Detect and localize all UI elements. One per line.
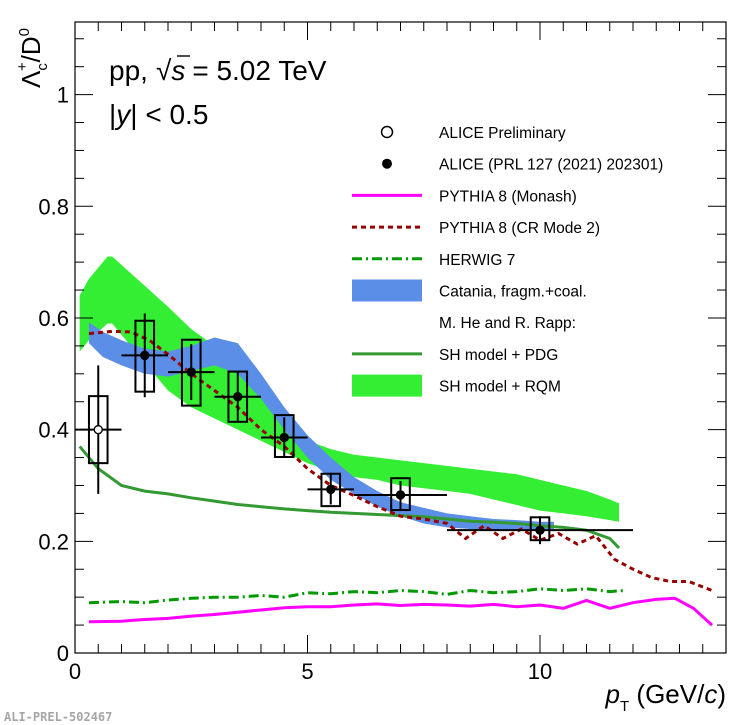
y-tick-label: 0.6 — [38, 306, 69, 331]
legend-rqm: SH model + RQM — [352, 374, 561, 397]
legend-open-marker — [380, 125, 394, 139]
y-tick-label: 0 — [57, 641, 69, 666]
legend-label: PYTHIA 8 (CR Mode 2) — [439, 220, 600, 237]
figure-id-label: ALI-PREL-502467 — [4, 710, 112, 724]
legend-label: SH model + PDG — [439, 347, 558, 364]
herwig-line — [88, 587, 624, 605]
alice-prl-point — [233, 391, 243, 402]
alice-prl-point — [186, 367, 196, 377]
legend-label: HERWIG 7 — [439, 252, 515, 269]
legend-label: M. He and R. Rapp: — [439, 315, 576, 332]
title-line-1: pp, √s = 5.02 TeV — [109, 55, 327, 86]
x-tick-label: 5 — [301, 659, 313, 684]
legend-herwig: HERWIG 7 — [352, 252, 515, 269]
axis-layer: 0 5 10 0 0.2 0.4 0.6 0.8 1 — [38, 22, 727, 684]
title-line-2: |y| < 0.5 — [109, 99, 208, 130]
y-tick-label: 0.8 — [38, 194, 69, 219]
legend-label: SH model + RQM — [439, 379, 561, 396]
alice-prl-point — [140, 350, 150, 361]
legend-label: PYTHIA 8 (Monash) — [439, 188, 577, 205]
cr-mode2-line — [88, 329, 713, 592]
legend-alice_prl: ALICE (PRL 127 (2021) 202301) — [382, 157, 663, 174]
legend-crmode2: PYTHIA 8 (CR Mode 2) — [352, 220, 600, 237]
alice-prelim-point — [93, 424, 103, 435]
alice-prl-point — [535, 525, 545, 535]
alice-prl-point — [395, 490, 406, 500]
y-tick-label: 1 — [57, 83, 69, 108]
legend-catania: Catania, fragm.+coal. — [352, 279, 587, 302]
legend-rqm-swatch — [352, 374, 422, 397]
y-tick-label: 0.2 — [38, 529, 69, 554]
legend-catania-swatch — [352, 279, 422, 302]
monash-line — [88, 596, 714, 627]
alice-prl-point — [326, 484, 336, 495]
x-tick-label: 10 — [528, 659, 552, 684]
legend-label: ALICE (PRL 127 (2021) 202301) — [439, 157, 663, 174]
y-axis-title: Λc+/D0 — [14, 28, 51, 88]
legend-alice_prelim: ALICE Preliminary — [380, 125, 566, 142]
legend-filled-marker — [382, 158, 392, 169]
x-tick-label: 0 — [69, 659, 81, 684]
legend: ALICE Preliminary ALICE (PRL 127 (2021) 2… — [352, 125, 663, 397]
legend-header: M. He and R. Rapp: — [439, 315, 576, 332]
legend-pdg: SH model + PDG — [352, 347, 558, 364]
legend-label: Catania, fragm.+coal. — [439, 284, 587, 301]
x-axis-title: pT (GeV/c) — [605, 679, 726, 715]
rqm-band — [79, 256, 620, 522]
y-tick-label: 0.4 — [38, 418, 69, 443]
plot-layer — [75, 256, 714, 627]
alice-prl-point — [279, 432, 289, 443]
legend-label: ALICE Preliminary — [439, 125, 566, 142]
legend-monash: PYTHIA 8 (Monash) — [352, 188, 577, 205]
